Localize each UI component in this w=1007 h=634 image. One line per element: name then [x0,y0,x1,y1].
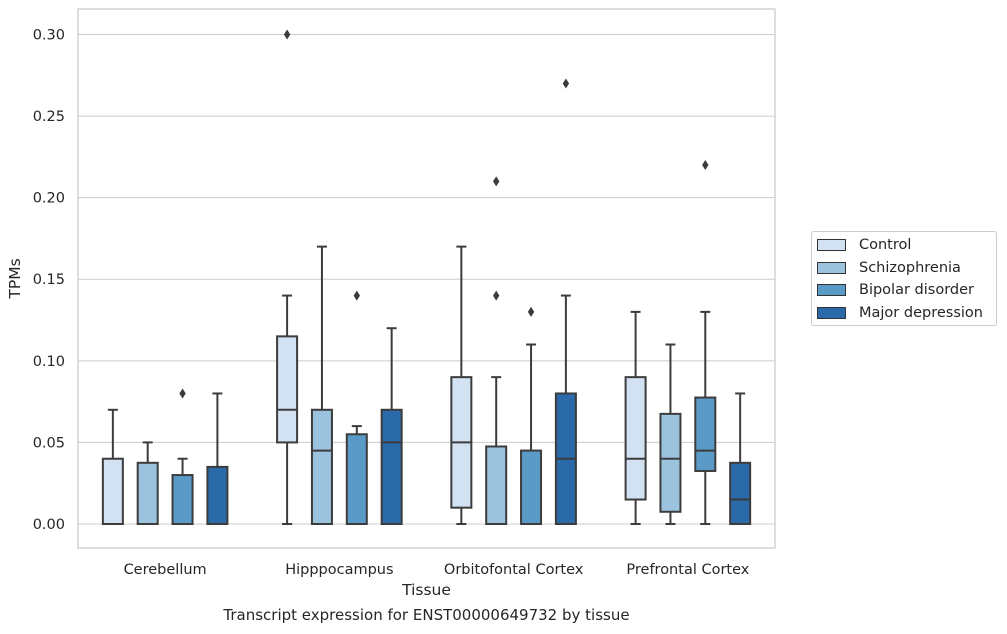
chart-caption: Transcript expression for ENST0000064973… [223,606,630,624]
legend-label-bipolar-disorder: Bipolar disorder [859,282,974,298]
y-axis-label: TPMs [6,258,24,299]
x-tick-label: Prefrontal Cortex [626,562,749,578]
box-major-depression [206,465,229,525]
outlier-point-bipolar-disorder [527,306,535,317]
box-bipolar-disorder [520,449,543,526]
legend-item-schizophrenia: Schizophrenia [817,258,961,278]
y-tick-label: 0.15 [33,272,65,288]
y-tick-label: 0.05 [33,435,65,451]
legend-label-control: Control [859,237,912,253]
outlier-point-major-depression [562,78,570,89]
box-bipolar-disorder [345,433,368,525]
outlier-point-bipolar-disorder [179,388,186,399]
box-schizophrenia [310,408,333,526]
box-schizophrenia [485,445,508,525]
y-tick-label: 0.20 [33,191,65,207]
legend-item-bipolar-disorder: Bipolar disorder [817,280,974,300]
box-major-depression [380,408,403,526]
box-control [624,376,647,501]
y-tick-label: 0.25 [33,109,65,125]
x-tick-label: Orbitofontal Cortex [444,562,584,578]
outlier-point-schizophrenia [493,290,500,301]
legend-swatch-schizophrenia [817,262,846,274]
box-schizophrenia [136,461,159,526]
x-tick-label: Cerebellum [124,562,207,578]
y-tick-label: 0.30 [33,27,65,43]
legend-item-major-depression: Major depression [817,303,983,323]
box-bipolar-disorder [694,396,717,472]
legend: Control Schizophrenia Bipolar disorder M… [811,231,997,326]
plot-frame [77,8,776,549]
legend-swatch-major-depression [817,307,846,319]
x-tick-label: Hipppocampus [285,562,393,578]
box-control [101,457,124,525]
x-axis-label: Tissue [401,581,451,599]
outlier-point-control [283,29,291,40]
outlier-point-bipolar-disorder [353,290,360,301]
legend-label-major-depression: Major depression [859,305,983,321]
y-tick-label: 0.10 [33,354,65,370]
legend-swatch-control [817,239,846,251]
y-tick-label: 0.00 [33,517,65,533]
plot-area [78,9,775,548]
legend-label-schizophrenia: Schizophrenia [859,260,961,276]
outlier-point-schizophrenia [493,176,500,187]
box-bipolar-disorder [171,474,194,525]
legend-item-control: Control [817,235,911,255]
box-schizophrenia [659,412,682,513]
legend-swatch-bipolar-disorder [817,284,846,296]
box-major-depression [729,461,752,526]
box-control [276,335,299,444]
outlier-point-bipolar-disorder [702,160,709,171]
